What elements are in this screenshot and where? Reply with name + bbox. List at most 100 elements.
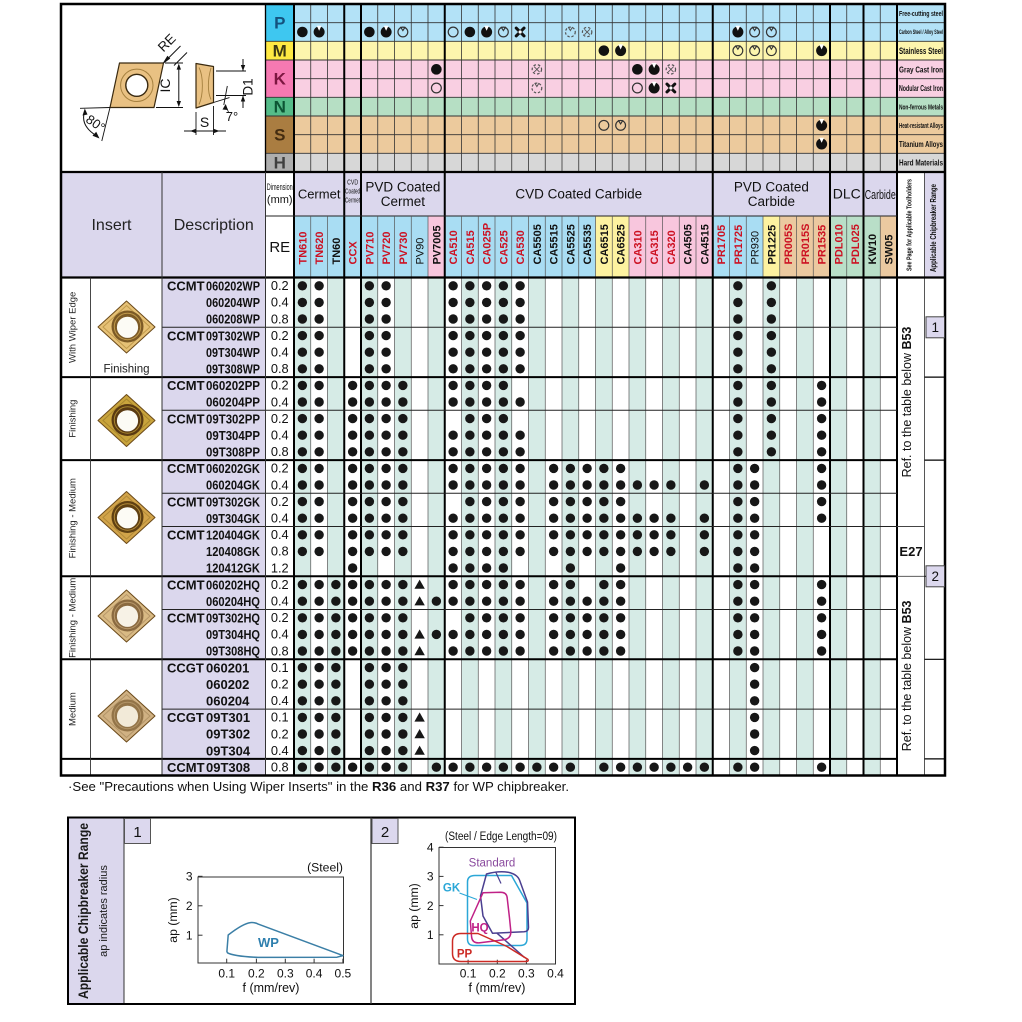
svg-text:K: K bbox=[274, 70, 287, 89]
svg-text:Finishing - Medium: Finishing - Medium bbox=[68, 478, 79, 558]
svg-text:TN610: TN610 bbox=[297, 231, 309, 264]
svg-text:0.4: 0.4 bbox=[271, 345, 289, 360]
svg-text:CVD: CVD bbox=[347, 178, 358, 187]
svg-text:Standard: Standard bbox=[469, 858, 516, 870]
svg-text:SW05: SW05 bbox=[884, 235, 896, 265]
svg-text:CA310: CA310 bbox=[632, 230, 644, 264]
svg-text:KW10: KW10 bbox=[867, 234, 879, 265]
svg-text:PDL025: PDL025 bbox=[850, 224, 862, 264]
svg-text:2: 2 bbox=[186, 899, 193, 913]
svg-text:Heat-resistant Alloys: Heat-resistant Alloys bbox=[899, 123, 943, 130]
svg-text:Carbide: Carbide bbox=[865, 188, 896, 202]
svg-text:CCMT: CCMT bbox=[167, 611, 205, 626]
svg-text:(Steel / Edge Length=09): (Steel / Edge Length=09) bbox=[445, 831, 557, 843]
svg-text:0.4: 0.4 bbox=[271, 511, 289, 526]
svg-text:PR1725: PR1725 bbox=[733, 225, 745, 265]
svg-text:ap indicates radius: ap indicates radius bbox=[98, 865, 110, 957]
svg-text:PV710: PV710 bbox=[364, 231, 376, 264]
svg-text:PV730: PV730 bbox=[398, 231, 410, 264]
svg-text:CCMT: CCMT bbox=[167, 328, 205, 343]
svg-text:0.2: 0.2 bbox=[271, 461, 289, 476]
svg-text:CA6515: CA6515 bbox=[599, 224, 611, 264]
svg-text:0.2: 0.2 bbox=[271, 411, 289, 426]
svg-text:0.8: 0.8 bbox=[271, 361, 289, 376]
svg-text:CA5515: CA5515 bbox=[549, 224, 561, 264]
svg-text:0.2: 0.2 bbox=[271, 677, 289, 692]
svg-text:Carbon Steel / Alloy Steel: Carbon Steel / Alloy Steel bbox=[899, 29, 943, 36]
svg-text:CCMT: CCMT bbox=[167, 760, 205, 775]
svg-text:See Page for Applicable Toolho: See Page for Applicable Toolholders bbox=[905, 179, 914, 271]
svg-text:CA315: CA315 bbox=[649, 230, 661, 264]
svg-text:Non-ferrous Metals: Non-ferrous Metals bbox=[899, 102, 943, 111]
svg-text:0.4: 0.4 bbox=[306, 967, 323, 981]
svg-text:CA525: CA525 bbox=[498, 230, 510, 264]
svg-text:f (mm/rev): f (mm/rev) bbox=[243, 981, 300, 995]
svg-text:PP: PP bbox=[457, 949, 473, 961]
svg-text:0.4: 0.4 bbox=[271, 428, 289, 443]
svg-text:CCMT: CCMT bbox=[167, 494, 205, 509]
svg-text:H: H bbox=[274, 154, 286, 173]
svg-text:ap (mm): ap (mm) bbox=[166, 897, 180, 942]
svg-text:PVD Coated: PVD Coated bbox=[734, 180, 809, 195]
svg-text:N: N bbox=[274, 98, 286, 117]
svg-text:CA5525: CA5525 bbox=[565, 224, 577, 264]
svg-text:ap (mm): ap (mm) bbox=[407, 883, 421, 928]
svg-text:P: P bbox=[274, 14, 285, 33]
svg-text:09T308HQ: 09T308HQ bbox=[206, 644, 260, 659]
svg-text:CVD Coated Carbide: CVD Coated Carbide bbox=[515, 187, 642, 202]
svg-text:CCGT: CCGT bbox=[167, 660, 204, 675]
svg-text:060202GK: 060202GK bbox=[206, 461, 261, 476]
svg-text:0.4: 0.4 bbox=[271, 594, 289, 609]
svg-text:060202HQ: 060202HQ bbox=[206, 577, 260, 592]
svg-text:M: M bbox=[273, 42, 287, 61]
svg-text:3: 3 bbox=[427, 870, 434, 884]
svg-text:Hard Materials: Hard Materials bbox=[899, 158, 943, 168]
svg-text:Ref. to the table below B53: Ref. to the table below B53 bbox=[900, 327, 914, 478]
svg-text:09T301: 09T301 bbox=[206, 710, 250, 725]
svg-text:1: 1 bbox=[133, 824, 141, 841]
svg-text:060204GK: 060204GK bbox=[206, 478, 261, 493]
svg-text:CA025P: CA025P bbox=[482, 223, 494, 265]
svg-text:0.4: 0.4 bbox=[271, 394, 289, 409]
svg-text:CCMT: CCMT bbox=[167, 411, 205, 426]
svg-text:09T302PP: 09T302PP bbox=[206, 411, 260, 426]
svg-text:3: 3 bbox=[186, 870, 193, 884]
svg-text:Medium: Medium bbox=[68, 692, 79, 726]
svg-text:09T304HQ: 09T304HQ bbox=[206, 627, 260, 642]
svg-text:0.4: 0.4 bbox=[271, 527, 289, 542]
svg-text:09T304: 09T304 bbox=[206, 743, 251, 758]
svg-text:CCGT: CCGT bbox=[167, 710, 204, 725]
svg-text:09T302GK: 09T302GK bbox=[206, 494, 261, 509]
svg-text:09T302: 09T302 bbox=[206, 727, 250, 742]
svg-text:Cermet: Cermet bbox=[345, 196, 361, 205]
svg-text:Cermet: Cermet bbox=[381, 194, 426, 209]
svg-text:Stainless Steel: Stainless Steel bbox=[899, 46, 943, 56]
svg-text:IC: IC bbox=[157, 79, 173, 93]
svg-text:060201: 060201 bbox=[206, 660, 249, 675]
svg-text:060202: 060202 bbox=[206, 677, 249, 692]
svg-text:2: 2 bbox=[427, 899, 434, 913]
svg-text:0.4: 0.4 bbox=[271, 477, 289, 492]
svg-text:CA6525: CA6525 bbox=[616, 224, 628, 264]
svg-text:CCMT: CCMT bbox=[167, 528, 205, 543]
svg-text:4: 4 bbox=[427, 840, 434, 854]
svg-text:060202WP: 060202WP bbox=[206, 279, 260, 294]
svg-text:0.8: 0.8 bbox=[271, 311, 289, 326]
svg-text:DLC: DLC bbox=[833, 186, 861, 202]
svg-text:RE: RE bbox=[269, 239, 290, 256]
svg-text:Nodular Cast Iron: Nodular Cast Iron bbox=[899, 84, 943, 93]
svg-text:CA5505: CA5505 bbox=[532, 224, 544, 264]
svg-text:PDL010: PDL010 bbox=[833, 224, 845, 264]
svg-text:2: 2 bbox=[931, 569, 939, 584]
svg-text:060204WP: 060204WP bbox=[206, 295, 260, 310]
svg-text:PV90: PV90 bbox=[415, 238, 427, 265]
svg-text:0.2: 0.2 bbox=[271, 328, 289, 343]
svg-text:E27: E27 bbox=[899, 544, 922, 559]
svg-text:CCMT: CCMT bbox=[167, 279, 205, 294]
svg-text:0.1: 0.1 bbox=[271, 710, 289, 725]
svg-text:Coated: Coated bbox=[345, 187, 360, 196]
svg-text:D1: D1 bbox=[241, 78, 256, 95]
svg-text:PV720: PV720 bbox=[381, 231, 393, 264]
svg-text:0.2: 0.2 bbox=[248, 967, 265, 981]
svg-text:PR1705: PR1705 bbox=[716, 225, 728, 265]
